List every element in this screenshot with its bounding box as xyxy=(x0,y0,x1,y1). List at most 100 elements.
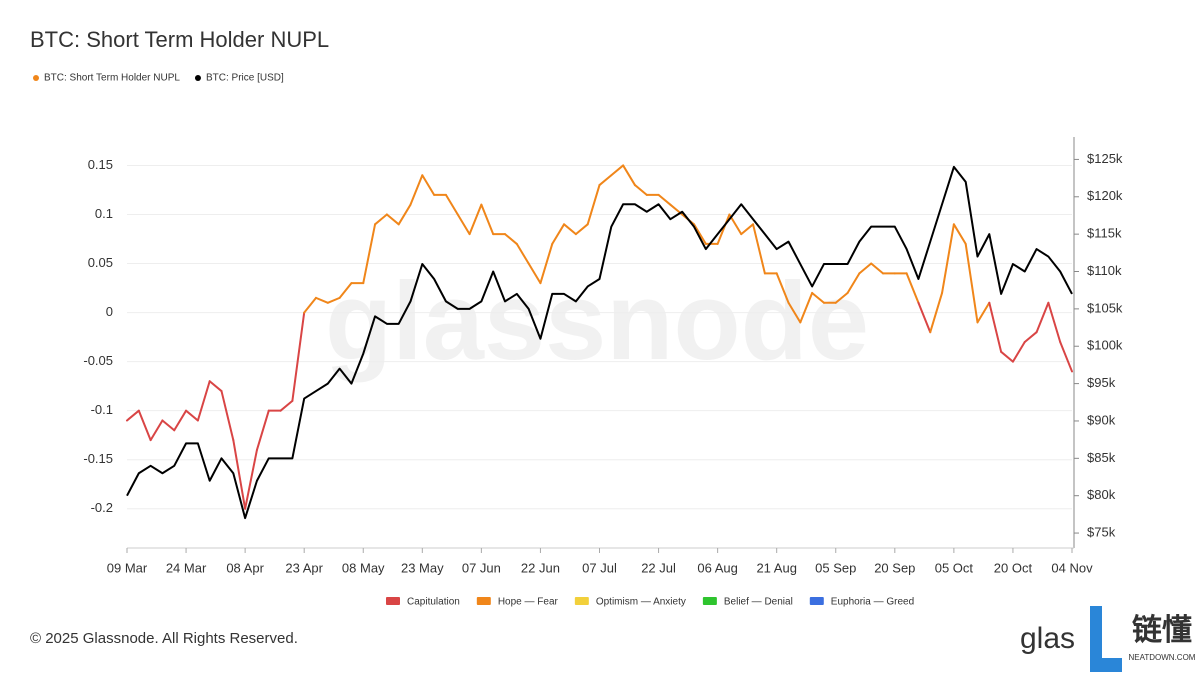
nupl-segment xyxy=(244,448,258,510)
nupl-segment xyxy=(811,291,825,304)
nupl-segment xyxy=(515,242,530,265)
x-tick-label: 23 Apr xyxy=(285,560,323,575)
nupl-segment xyxy=(586,184,601,226)
legend-marker xyxy=(33,75,39,81)
nupl-segment xyxy=(1000,350,1014,363)
nupl-segment xyxy=(976,301,991,324)
nupl-segment xyxy=(633,184,648,196)
nupl-segment xyxy=(385,213,400,226)
x-tick-label: 05 Sep xyxy=(815,560,856,575)
nupl-segment xyxy=(208,380,223,393)
nupl-segment xyxy=(622,164,636,187)
nupl-segment xyxy=(551,223,566,245)
logo-site: NEATDOWN.COM xyxy=(1129,653,1196,662)
nupl-segment xyxy=(362,223,377,285)
x-tick-label: 08 May xyxy=(342,560,385,575)
logo-text: glas xyxy=(1020,622,1075,655)
y2-tick-label: $120k xyxy=(1087,188,1123,203)
nupl-segment xyxy=(397,203,412,226)
y2-tick-label: $85k xyxy=(1087,450,1116,465)
zone-legend-marker xyxy=(386,597,400,605)
nupl-segment xyxy=(574,223,589,236)
nupl-segment xyxy=(1023,331,1038,344)
y-tick-label: 0.05 xyxy=(88,255,113,270)
logo: glas 链懂 NEATDOWN.COM xyxy=(1020,606,1196,672)
x-tick-label: 07 Jun xyxy=(462,560,501,575)
nupl-segment xyxy=(137,409,152,442)
nupl-segment xyxy=(941,223,955,294)
zone-legend-label: Capitulation xyxy=(407,597,460,608)
nupl-segment xyxy=(846,272,861,294)
copyright: © 2025 Glassnode. All Rights Reserved. xyxy=(30,630,298,647)
x-tick-label: 20 Oct xyxy=(994,560,1033,575)
x-tick-label: 09 Mar xyxy=(107,560,148,575)
nupl-segment xyxy=(149,419,164,442)
nupl-segment xyxy=(752,223,766,275)
nupl-segment xyxy=(338,282,353,299)
nupl-segment xyxy=(870,262,884,275)
zone-legend-label: Belief — Denial xyxy=(724,597,793,608)
nupl-segment xyxy=(173,409,188,432)
logo-mark xyxy=(1090,606,1122,672)
nupl-segment xyxy=(917,301,932,334)
y2-tick-label: $105k xyxy=(1087,300,1123,315)
nupl-segment xyxy=(374,213,388,226)
y2-tick-label: $125k xyxy=(1087,151,1123,166)
x-tick-label: 06 Aug xyxy=(697,560,738,575)
nupl-segment xyxy=(444,193,459,216)
legend-label: BTC: Short Term Holder NUPL xyxy=(44,73,180,84)
y2-tick-label: $75k xyxy=(1087,524,1116,539)
legend-label: BTC: Price [USD] xyxy=(206,73,284,84)
nupl-segment xyxy=(527,262,542,285)
y-tick-label: -0.1 xyxy=(91,402,113,417)
chart-title: BTC: Short Term Holder NUPL xyxy=(30,27,329,52)
y-tick-label: -0.2 xyxy=(91,500,113,515)
y-tick-label: 0 xyxy=(106,304,113,319)
zone-legend-marker xyxy=(574,597,589,605)
nupl-segment xyxy=(563,223,577,236)
nupl-segment xyxy=(303,296,317,314)
nupl-segment xyxy=(504,233,518,245)
nupl-segment xyxy=(279,399,294,412)
nupl-segment xyxy=(787,301,802,324)
y2-tick-label: $90k xyxy=(1087,412,1116,427)
zone-legend-label: Hope — Fear xyxy=(498,597,559,608)
nupl-segment xyxy=(456,213,471,236)
nupl-segment xyxy=(291,311,306,402)
nupl-segment xyxy=(716,213,731,245)
nupl-segment xyxy=(1059,341,1073,373)
nupl-segment xyxy=(952,223,967,245)
y-tick-label: -0.05 xyxy=(83,353,113,368)
nupl-segment xyxy=(657,193,672,206)
nupl-segment xyxy=(964,242,979,324)
nupl-segment xyxy=(1047,301,1062,344)
nupl-segment xyxy=(693,223,707,245)
x-tick-label: 07 Jul xyxy=(582,560,617,575)
price-line xyxy=(126,165,1073,520)
nupl-segment xyxy=(740,223,755,236)
x-tick-label: 22 Jun xyxy=(521,560,560,575)
y2-tick-label: $100k xyxy=(1087,338,1123,353)
y2-tick-label: $115k xyxy=(1087,226,1122,241)
zone-legend-label: Optimism — Anxiety xyxy=(596,597,686,608)
nupl-segment xyxy=(834,291,849,304)
watermark: glassnode xyxy=(325,260,869,383)
nupl-segment xyxy=(421,174,436,196)
nupl-segment xyxy=(326,296,341,304)
zone-legend-label: Euphoria — Greed xyxy=(831,597,914,608)
legend-marker xyxy=(194,75,201,81)
x-tick-label: 24 Mar xyxy=(166,560,207,575)
y2-tick-label: $95k xyxy=(1087,375,1116,390)
x-tick-label: 22 Jul xyxy=(641,560,676,575)
zone-legend-marker xyxy=(476,597,491,605)
nupl-segment xyxy=(126,409,140,422)
nupl-segment xyxy=(232,439,247,510)
y-tick-label: -0.15 xyxy=(83,451,113,466)
nupl-segment xyxy=(196,380,211,422)
nupl-segment xyxy=(255,409,270,451)
nupl-segment xyxy=(409,174,424,206)
y2-tick-label: $110k xyxy=(1087,263,1122,278)
nupl-segment xyxy=(185,409,199,422)
nupl-segment xyxy=(988,301,1003,353)
nupl-segment xyxy=(905,272,920,304)
